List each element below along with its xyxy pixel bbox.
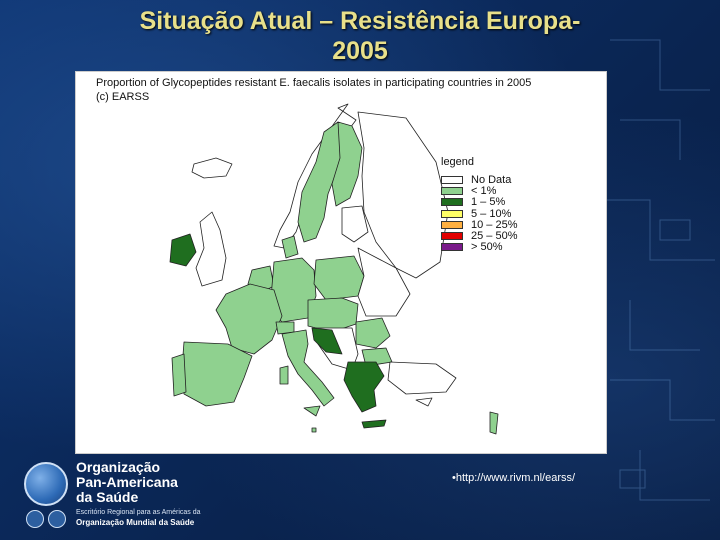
legend-item: 10 – 25% bbox=[441, 218, 518, 231]
legend-item: < 1% bbox=[441, 184, 517, 197]
map-ukraine bbox=[357, 247, 411, 317]
map-iceland bbox=[191, 157, 233, 179]
org-name: Organização Pan-Americana da Saúde bbox=[76, 460, 178, 505]
org-name-line-2: Pan-Americana bbox=[76, 474, 178, 490]
source-url-link[interactable]: •http://www.rivm.nl/earss/ bbox=[452, 472, 576, 484]
legend-swatch bbox=[441, 232, 463, 241]
who-seal-icon bbox=[48, 510, 66, 528]
org-regional-note: Escritório Regional para as Américas da bbox=[76, 509, 201, 516]
map-france bbox=[215, 283, 283, 355]
circuit-decoration bbox=[605, 39, 715, 501]
map-denmark bbox=[281, 235, 299, 259]
legend-label: > 50% bbox=[471, 241, 503, 254]
map-malta bbox=[311, 427, 317, 433]
europe-map bbox=[169, 103, 499, 435]
legend-label: < 1% bbox=[471, 184, 497, 197]
map-crete bbox=[361, 419, 387, 429]
slide-title: Situação Atual – Resistência Europa- 200… bbox=[0, 6, 720, 66]
map-sardinia bbox=[279, 365, 289, 385]
map-cyprus bbox=[415, 397, 433, 407]
paho-seal-icon bbox=[26, 510, 44, 528]
map-baltics bbox=[341, 205, 369, 243]
paho-logo-block: Organização Pan-Americana da Saúde Escri… bbox=[20, 458, 230, 534]
map-sweden bbox=[297, 121, 347, 243]
map-spain bbox=[181, 341, 253, 407]
map-italy bbox=[281, 329, 335, 407]
map-heading-line-2: (c) EARSS bbox=[96, 91, 150, 103]
map-greece bbox=[343, 361, 385, 413]
legend-item: 25 – 50% bbox=[441, 230, 518, 243]
map-central bbox=[307, 297, 359, 333]
map-sicily bbox=[303, 405, 321, 417]
map-russia bbox=[357, 111, 449, 279]
map-panel: Proportion of Glycopeptides resistant E.… bbox=[75, 71, 607, 454]
legend-item: 5 – 10% bbox=[441, 207, 517, 220]
legend-title: legend bbox=[441, 156, 475, 168]
legend-swatch bbox=[441, 175, 463, 184]
legend-label: 1 – 5% bbox=[471, 196, 506, 209]
org-parent-name: Organização Mundial da Saúde bbox=[76, 518, 195, 527]
map-heading-line-1: Proportion of Glycopeptides resistant E.… bbox=[96, 77, 532, 89]
map-poland bbox=[313, 255, 365, 301]
map-croatia bbox=[311, 327, 343, 355]
legend-swatch bbox=[441, 220, 463, 229]
legend-label: No Data bbox=[471, 173, 512, 186]
seals-row bbox=[26, 510, 72, 528]
map-heading: Proportion of Glycopeptides resistant E.… bbox=[96, 76, 531, 104]
legend-label: 5 – 10% bbox=[471, 207, 512, 220]
map-turkey bbox=[387, 361, 457, 395]
legend-swatch bbox=[441, 209, 463, 218]
title-line-1: Situação Atual – Resistência Europa- bbox=[139, 7, 581, 35]
legend-item: No Data bbox=[441, 173, 517, 186]
legend-item: 1 – 5% bbox=[441, 196, 517, 209]
map-portugal bbox=[171, 353, 187, 397]
map-finland bbox=[331, 121, 363, 207]
map-israel bbox=[489, 411, 499, 435]
map-romania bbox=[355, 317, 391, 349]
legend-swatch bbox=[441, 243, 463, 252]
legend-label: 25 – 50% bbox=[471, 230, 518, 243]
org-name-line-1: Organização bbox=[76, 459, 161, 475]
map-legend: legend No Data < 1% 1 – 5% 5 – 10% 10 – … bbox=[441, 156, 517, 253]
legend-item: > 50% bbox=[441, 241, 517, 254]
legend-swatch bbox=[441, 186, 463, 195]
legend-swatch bbox=[441, 198, 463, 207]
map-ireland bbox=[169, 233, 197, 267]
globe-icon bbox=[24, 462, 68, 506]
map-uk bbox=[195, 211, 227, 287]
legend-label: 10 – 25% bbox=[471, 218, 518, 231]
org-name-line-3: da Saúde bbox=[76, 489, 139, 505]
title-line-2: 2005 bbox=[332, 37, 388, 65]
